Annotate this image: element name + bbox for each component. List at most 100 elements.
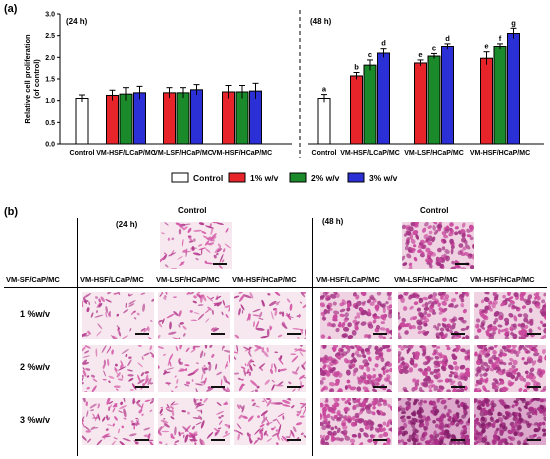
significance-letter: a xyxy=(322,85,327,94)
category-label: VM-LSF/HCaP/MC xyxy=(153,150,213,157)
micrograph xyxy=(474,345,546,392)
scale-bar xyxy=(287,333,301,335)
scale-bar xyxy=(451,439,465,441)
significance-letter: f xyxy=(499,34,502,43)
micrograph xyxy=(82,398,154,445)
cell-texture xyxy=(320,345,392,392)
y-tick-label: 2.5 xyxy=(45,33,55,40)
column-label-24h: VM-HSF/LCaP/MC xyxy=(80,275,144,284)
control-label-24h: Control xyxy=(178,206,207,215)
bar xyxy=(414,62,427,145)
bar xyxy=(163,92,176,145)
legend-swatch xyxy=(228,172,246,183)
bar xyxy=(507,33,520,145)
micrograph xyxy=(234,398,306,445)
scale-bar xyxy=(373,439,387,441)
scale-bar xyxy=(211,439,225,441)
category-label: VM-HSF/HCaP/MC xyxy=(212,150,272,157)
cell-texture xyxy=(398,292,470,339)
category-label: Control xyxy=(70,150,95,157)
time-label: (24 h) xyxy=(66,17,88,26)
cell-texture xyxy=(82,345,154,392)
scale-bar xyxy=(135,386,149,388)
category-label: VM-HSF/HCaP/MC xyxy=(470,150,530,157)
scale-bar xyxy=(213,263,227,265)
scale-bar xyxy=(451,333,465,335)
time-label: (48 h) xyxy=(310,17,332,26)
scale-bar xyxy=(373,333,387,335)
bar xyxy=(493,46,507,145)
legend-label: 1% w/v xyxy=(250,173,279,183)
y-tick-label: 1.5 xyxy=(45,77,55,84)
y-tick-label: 2.0 xyxy=(45,55,55,62)
significance-letter: g xyxy=(511,18,516,27)
cell-texture xyxy=(160,222,231,269)
cell-texture xyxy=(158,345,230,392)
cell-texture xyxy=(398,345,470,392)
scale-bar xyxy=(211,333,225,335)
cell-texture xyxy=(474,398,546,445)
legend-label: 3% w/v xyxy=(369,173,398,183)
legend-label: Control xyxy=(193,173,223,183)
micrograph xyxy=(158,398,230,445)
bar xyxy=(377,52,390,145)
micrograph xyxy=(234,345,306,392)
micrograph xyxy=(398,398,470,445)
significance-letter: e xyxy=(418,50,422,59)
cell-texture xyxy=(474,345,546,392)
time-label-24h: (24 h) xyxy=(116,220,138,229)
micrograph xyxy=(474,292,546,339)
bar xyxy=(106,94,119,145)
row-label-separator xyxy=(77,218,78,456)
legend-swatch xyxy=(289,172,307,183)
y-tick-label: 0.0 xyxy=(45,142,55,149)
category-label: Control xyxy=(312,150,337,157)
scale-bar xyxy=(527,439,541,441)
cell-texture xyxy=(234,292,306,339)
bar xyxy=(363,64,377,145)
significance-letter: d xyxy=(445,34,450,43)
significance-letter: c xyxy=(368,50,372,59)
significance-letter: d xyxy=(381,39,386,48)
micrograph xyxy=(398,292,470,339)
bar xyxy=(441,46,454,145)
cell-texture xyxy=(234,345,306,392)
scale-bar xyxy=(527,333,541,335)
time-label-48h: (48 h) xyxy=(322,217,344,226)
scale-bar xyxy=(135,333,149,335)
bar xyxy=(249,90,262,145)
significance-letter: c xyxy=(432,43,436,52)
micrograph xyxy=(160,222,232,269)
cell-texture xyxy=(234,398,306,445)
micrograph xyxy=(234,292,306,339)
y-axis-label: (of control) xyxy=(32,59,41,99)
proliferation-chart: (a) 0.0 0.5 1.0 1.5 2.0 2.5 3.0 Relative cell p… xyxy=(4,3,544,183)
y-tick-label: 0.5 xyxy=(45,120,55,127)
control-label-48h: Control xyxy=(420,206,449,215)
bar xyxy=(133,92,146,145)
micrograph xyxy=(82,292,154,339)
cell-texture xyxy=(402,222,474,269)
scale-bar xyxy=(451,386,465,388)
scale-bar xyxy=(455,263,469,265)
header-separator xyxy=(4,287,547,288)
scale-bar xyxy=(211,386,225,388)
bar xyxy=(222,91,235,145)
bar xyxy=(350,75,363,145)
column-label-48h: VM-LSF/HCaP/MC xyxy=(394,275,458,284)
time-separator xyxy=(312,218,313,456)
legend-swatch xyxy=(347,172,365,183)
row-label: 3 %w/v xyxy=(20,415,51,425)
y-tick-label: 3.0 xyxy=(45,12,55,19)
micrograph xyxy=(158,345,230,392)
cell-texture xyxy=(82,398,154,445)
micrograph xyxy=(158,292,230,339)
corner-label: VM-SF/CaP/MC xyxy=(6,275,60,284)
micrograph xyxy=(320,345,392,392)
bar xyxy=(176,92,190,145)
cell-texture xyxy=(158,292,230,339)
bar xyxy=(317,98,331,145)
column-label-24h: VM-LSF/HCaP/MC xyxy=(156,275,220,284)
bar xyxy=(190,89,203,145)
scale-bar xyxy=(287,386,301,388)
